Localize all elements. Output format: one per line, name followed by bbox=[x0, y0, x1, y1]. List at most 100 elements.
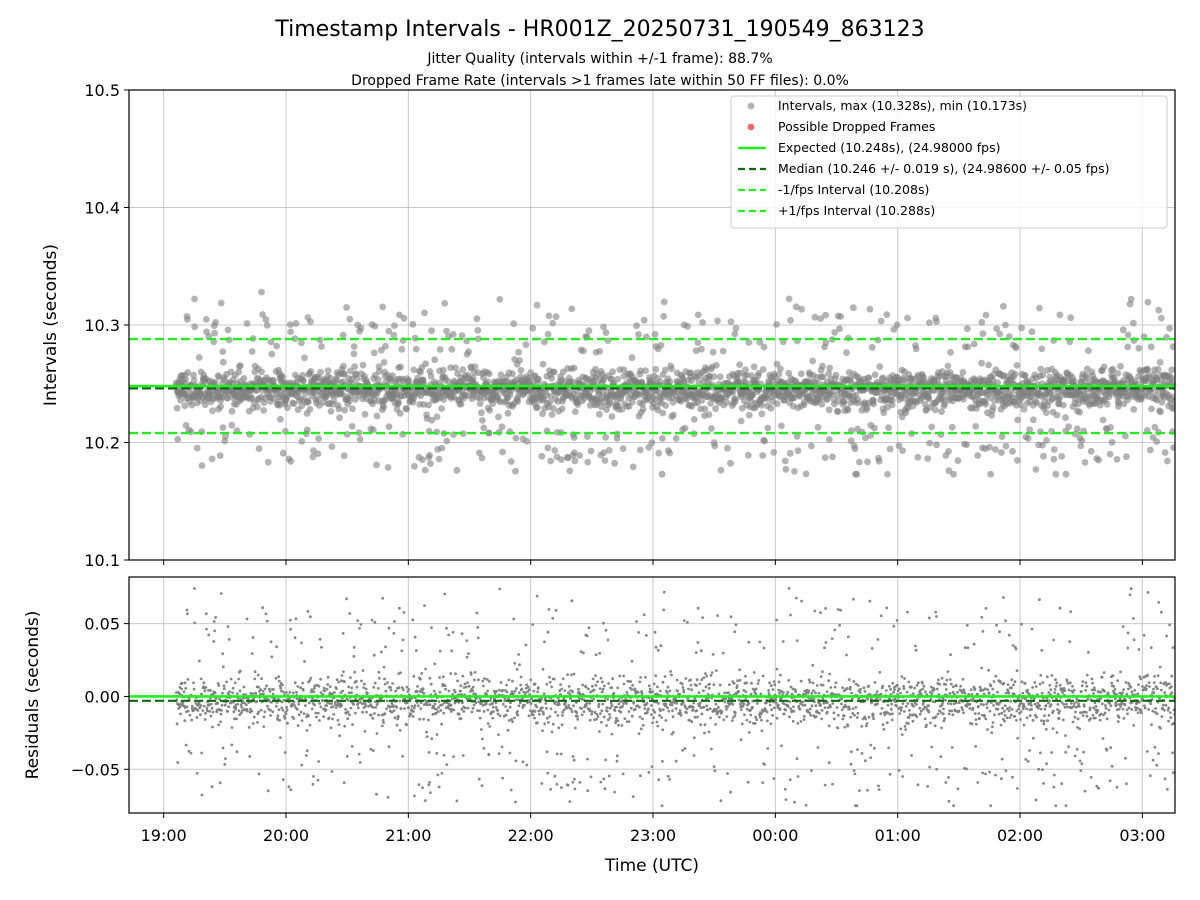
residual-point bbox=[466, 706, 470, 710]
residual-point bbox=[704, 697, 708, 701]
interval-point bbox=[262, 316, 270, 323]
residual-point bbox=[461, 701, 464, 705]
residual-point bbox=[443, 684, 447, 688]
interval-point bbox=[1065, 423, 1072, 430]
residual-point bbox=[769, 684, 773, 688]
interval-point bbox=[379, 303, 387, 311]
residual-point bbox=[209, 702, 213, 706]
interval-point bbox=[174, 435, 182, 443]
residual-point bbox=[795, 639, 799, 642]
interval-point bbox=[448, 345, 456, 353]
residual-point bbox=[275, 645, 278, 649]
interval-point bbox=[888, 401, 896, 409]
residual-point bbox=[200, 692, 203, 696]
interval-point bbox=[1020, 405, 1028, 413]
residual-point bbox=[867, 684, 871, 688]
residual-point bbox=[683, 747, 687, 750]
residual-point bbox=[318, 637, 322, 641]
legend-label: Median (10.246 +/- 0.019 s), (24.98600 +… bbox=[778, 161, 1109, 176]
residual-point bbox=[660, 716, 664, 719]
residual-point bbox=[476, 709, 479, 712]
interval-point bbox=[219, 348, 227, 355]
residual-point bbox=[207, 689, 210, 692]
residual-point bbox=[485, 678, 489, 681]
residual-point bbox=[530, 697, 533, 701]
residual-point bbox=[281, 778, 285, 781]
interval-point bbox=[452, 364, 459, 372]
interval-point bbox=[400, 314, 408, 322]
interval-point bbox=[948, 423, 956, 431]
residual-point bbox=[580, 707, 583, 710]
residual-point bbox=[582, 651, 585, 655]
residual-point bbox=[413, 704, 417, 708]
residual-point bbox=[775, 716, 779, 720]
residual-point bbox=[754, 687, 758, 691]
residual-point bbox=[514, 759, 518, 763]
interval-point bbox=[1114, 369, 1122, 377]
interval-point bbox=[546, 398, 554, 406]
interval-point bbox=[637, 446, 644, 454]
interval-point bbox=[1113, 455, 1121, 463]
interval-point bbox=[786, 449, 794, 457]
interval-point bbox=[512, 467, 519, 475]
interval-point bbox=[552, 313, 560, 321]
residual-point bbox=[270, 655, 274, 659]
interval-point bbox=[373, 412, 381, 420]
residual-point bbox=[810, 769, 813, 772]
interval-point bbox=[284, 404, 291, 412]
residual-point bbox=[873, 681, 877, 684]
residual-point bbox=[592, 688, 596, 692]
residual-point bbox=[452, 755, 455, 758]
interval-point bbox=[1103, 400, 1111, 408]
residual-point bbox=[361, 669, 365, 672]
residual-point bbox=[450, 649, 454, 653]
residual-point bbox=[693, 715, 697, 719]
residual-point bbox=[476, 626, 480, 629]
residual-point bbox=[766, 747, 770, 750]
residual-point bbox=[533, 682, 537, 686]
residual-point bbox=[596, 715, 600, 718]
residual-point bbox=[365, 710, 368, 714]
residual-point bbox=[813, 609, 817, 613]
residual-point bbox=[265, 619, 269, 623]
interval-point bbox=[1000, 302, 1007, 310]
interval-point bbox=[222, 432, 229, 440]
interval-point bbox=[339, 331, 347, 339]
residual-point bbox=[749, 708, 752, 712]
residual-point bbox=[580, 713, 584, 717]
residual-point bbox=[518, 701, 522, 705]
residual-point bbox=[708, 682, 711, 686]
interval-point bbox=[974, 452, 982, 459]
residual-point bbox=[879, 692, 883, 696]
interval-point bbox=[447, 364, 455, 371]
residual-point bbox=[727, 691, 730, 695]
residual-point bbox=[176, 761, 180, 764]
residual-point bbox=[419, 701, 423, 705]
interval-point bbox=[787, 317, 794, 324]
interval-point bbox=[619, 445, 627, 452]
residual-point bbox=[473, 671, 477, 674]
legend-label: -1/fps Interval (10.208s) bbox=[778, 182, 929, 197]
interval-point bbox=[963, 325, 971, 333]
residual-point bbox=[559, 752, 563, 756]
residual-point bbox=[754, 692, 758, 696]
residual-point bbox=[430, 626, 433, 630]
interval-point bbox=[727, 459, 734, 467]
residual-point bbox=[875, 697, 879, 700]
residual-point bbox=[478, 697, 482, 700]
residual-point bbox=[373, 712, 376, 715]
residual-point bbox=[724, 697, 728, 700]
residual-point bbox=[302, 712, 306, 715]
interval-point bbox=[480, 424, 488, 432]
residual-point bbox=[428, 703, 432, 707]
residual-point bbox=[372, 685, 376, 689]
residual-point bbox=[335, 687, 338, 691]
interval-point bbox=[877, 317, 885, 325]
interval-point bbox=[681, 424, 689, 432]
interval-point bbox=[600, 323, 607, 331]
residual-point bbox=[429, 791, 432, 794]
residual-point bbox=[546, 771, 550, 775]
residual-point bbox=[831, 782, 834, 786]
residual-point bbox=[383, 682, 387, 686]
interval-point bbox=[219, 358, 227, 366]
